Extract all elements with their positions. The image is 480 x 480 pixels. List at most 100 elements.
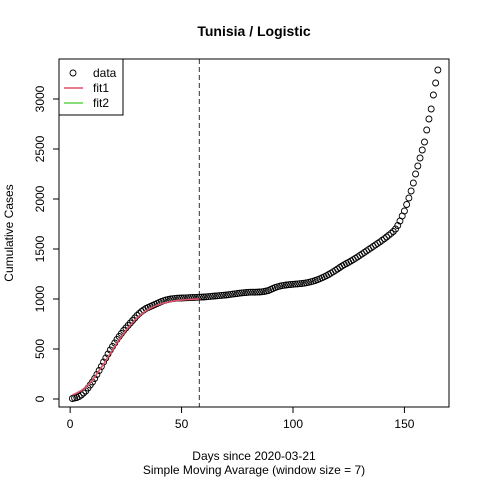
x-tick-label: 100 [283, 417, 303, 431]
data-point [80, 389, 87, 397]
data-point [253, 288, 261, 296]
data-point [184, 294, 192, 302]
data-point [251, 288, 259, 296]
y-tick-label: 500 [33, 339, 47, 359]
y-tick-label: 1500 [33, 235, 47, 262]
data-point [189, 294, 197, 301]
data-point [258, 288, 266, 296]
data-point [227, 290, 235, 298]
data-point [414, 162, 422, 170]
x-axis-sublabel: Simple Moving Avarage (window size = 7) [143, 463, 365, 477]
data-point [387, 229, 395, 237]
data-point [403, 201, 411, 208]
data-point [202, 293, 210, 301]
y-tick-label: 0 [33, 395, 47, 402]
x-axis-label: Days since 2020-03-21 [192, 449, 316, 463]
data-point [378, 236, 386, 244]
plot-layer [68, 59, 442, 407]
data-point [91, 375, 99, 382]
data-point [385, 231, 393, 239]
data-point [282, 281, 290, 289]
data-point [238, 289, 246, 297]
data-point [178, 294, 186, 302]
y-tick-label: 3000 [33, 85, 47, 112]
data-point [195, 293, 203, 301]
data-point [412, 170, 420, 178]
data-point [434, 66, 442, 74]
data-point [247, 288, 255, 296]
data-point [427, 105, 435, 113]
data-point [416, 154, 424, 162]
data-point [409, 179, 417, 187]
data-point [209, 292, 217, 300]
data-point [407, 187, 415, 195]
data-point [289, 280, 297, 288]
data-point [216, 292, 223, 300]
data-point [175, 294, 183, 302]
y-tick-label: 2500 [33, 135, 47, 162]
data-point [280, 281, 288, 289]
data-point [287, 281, 295, 288]
data-point [294, 280, 301, 288]
data-point [421, 138, 428, 146]
data-point [233, 290, 241, 297]
data-point [242, 289, 250, 296]
data-point [429, 91, 437, 99]
data-point [207, 292, 214, 300]
y-tick-label: 1000 [33, 285, 47, 312]
data-point [200, 293, 208, 301]
data-point [383, 233, 391, 241]
data-point [296, 280, 304, 288]
data-point [291, 280, 299, 288]
data-point [229, 290, 237, 298]
y-axis-label: Cumulative Cases [2, 184, 16, 281]
legend-marker-data [69, 69, 77, 77]
data-point [256, 288, 264, 296]
data-point [182, 294, 190, 302]
legend-label-data: data [93, 66, 117, 80]
data-point [77, 391, 85, 399]
data-point [211, 292, 219, 300]
legend-box [58, 58, 124, 116]
data-point [95, 367, 103, 374]
data-point [423, 126, 431, 134]
x-tick-label: 50 [175, 417, 189, 431]
data-point [236, 289, 243, 297]
data-point [93, 371, 101, 378]
data-point [180, 294, 188, 302]
data-point [249, 288, 257, 296]
data-point [418, 146, 426, 154]
data-point [240, 289, 248, 297]
data-point [376, 238, 384, 246]
data-point [285, 281, 292, 289]
data-point [222, 291, 230, 299]
chart-title: Tunisia / Logistic [197, 23, 311, 39]
data-point [400, 207, 408, 215]
data-point [405, 194, 413, 202]
y-tick-label: 2000 [33, 185, 47, 212]
data-point [198, 293, 206, 301]
series-line-fit1 [72, 298, 200, 396]
x-tick-label: 0 [67, 417, 74, 431]
data-point [218, 291, 226, 299]
legend-label-fit1: fit1 [93, 81, 109, 95]
data-point [204, 293, 212, 301]
plot-frame [58, 58, 450, 408]
data-point [432, 79, 440, 87]
data-point [220, 291, 228, 299]
data-point [191, 293, 199, 301]
data-point [231, 290, 239, 298]
data-point [213, 292, 221, 300]
data-point [425, 115, 433, 123]
data-point [224, 291, 232, 299]
data-point [392, 225, 399, 233]
data-point [380, 235, 388, 243]
x-tick-label: 150 [394, 417, 414, 431]
legend-label-fit2: fit2 [93, 96, 109, 110]
data-point [244, 288, 252, 296]
data-point [193, 293, 201, 301]
data-point [187, 294, 194, 302]
